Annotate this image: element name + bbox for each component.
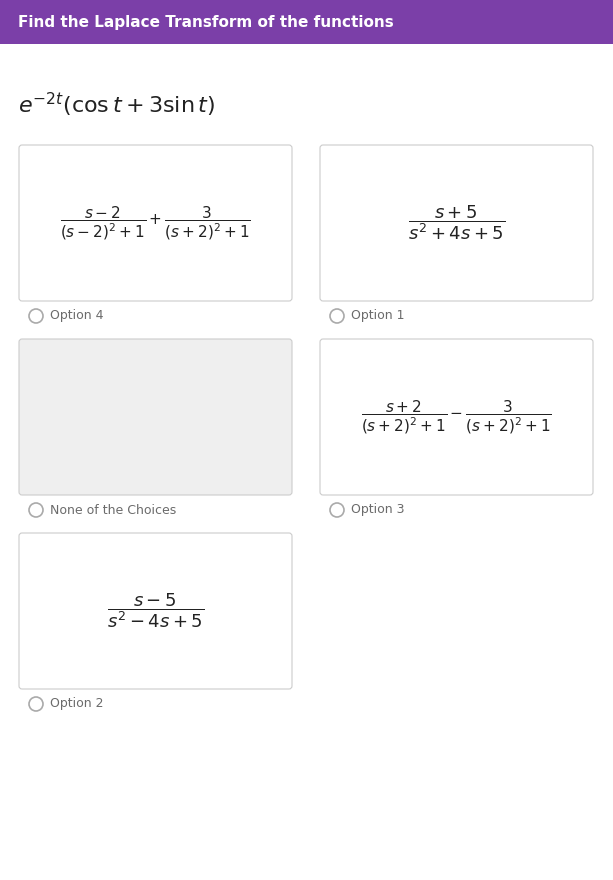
- Text: Option 4: Option 4: [50, 310, 104, 322]
- Text: Option 1: Option 1: [351, 310, 405, 322]
- FancyBboxPatch shape: [19, 339, 292, 495]
- Circle shape: [29, 503, 43, 517]
- FancyBboxPatch shape: [0, 0, 613, 44]
- FancyBboxPatch shape: [320, 339, 593, 495]
- Circle shape: [29, 697, 43, 711]
- Text: Option 3: Option 3: [351, 503, 405, 517]
- Text: Find the Laplace Transform of the functions: Find the Laplace Transform of the functi…: [18, 14, 394, 30]
- Text: $\dfrac{s-5}{s^2-4s+5}$: $\dfrac{s-5}{s^2-4s+5}$: [107, 591, 204, 630]
- Circle shape: [330, 309, 344, 323]
- FancyBboxPatch shape: [320, 145, 593, 301]
- Text: $\dfrac{s+5}{s^2+4s+5}$: $\dfrac{s+5}{s^2+4s+5}$: [408, 203, 505, 242]
- Text: $e^{-2t}(\cos t + 3\sin t)$: $e^{-2t}(\cos t + 3\sin t)$: [18, 91, 215, 119]
- FancyBboxPatch shape: [19, 145, 292, 301]
- FancyBboxPatch shape: [19, 533, 292, 689]
- Text: $\dfrac{s+2}{(s+2)^2+1}-\dfrac{3}{(s+2)^2+1}$: $\dfrac{s+2}{(s+2)^2+1}-\dfrac{3}{(s+2)^…: [361, 399, 552, 436]
- Circle shape: [29, 309, 43, 323]
- Text: Option 2: Option 2: [50, 698, 104, 710]
- Text: $\dfrac{s-2}{(s-2)^2+1}+\dfrac{3}{(s+2)^2+1}$: $\dfrac{s-2}{(s-2)^2+1}+\dfrac{3}{(s+2)^…: [60, 204, 251, 242]
- Circle shape: [330, 503, 344, 517]
- Text: None of the Choices: None of the Choices: [50, 503, 177, 517]
